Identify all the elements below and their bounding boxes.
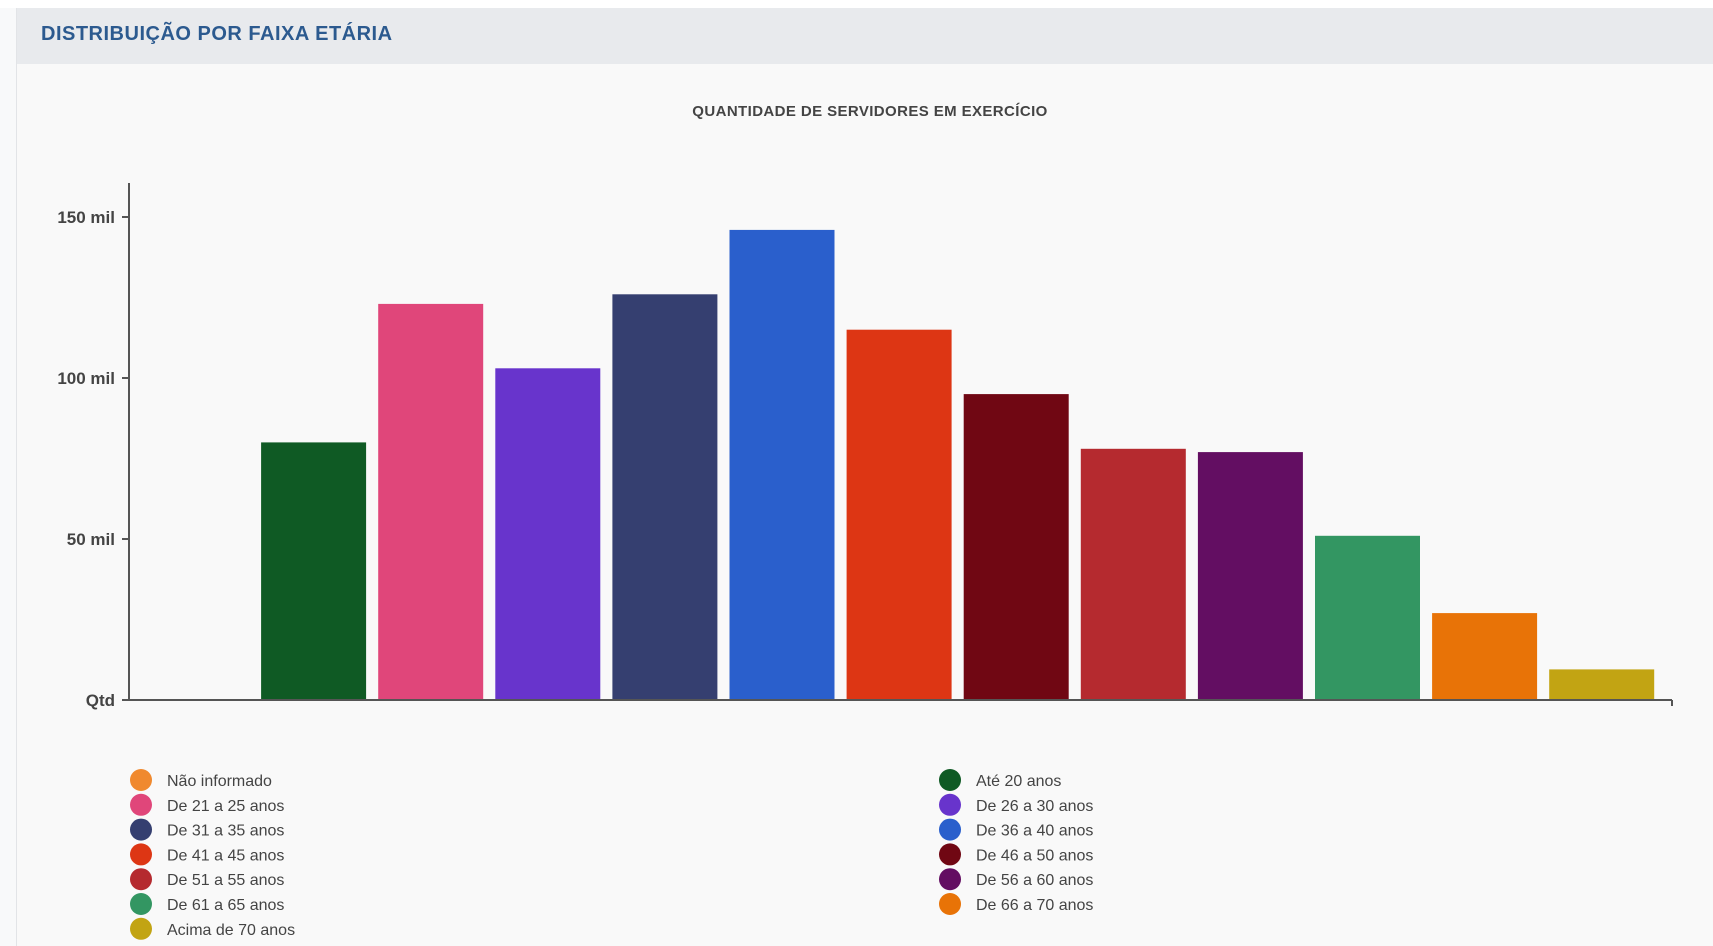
legend-swatch-10 xyxy=(939,868,961,891)
legend-item-10[interactable]: De 56 a 60 anos xyxy=(939,868,1093,891)
legend-label-5: De 31 a 35 anos xyxy=(167,823,284,840)
legend-swatch-9 xyxy=(130,868,152,891)
bar-5[interactable] xyxy=(612,294,718,700)
legend-swatch-2 xyxy=(939,769,961,791)
bar-2[interactable] xyxy=(261,442,367,700)
legend-swatch-13 xyxy=(130,917,152,940)
y-tick-label-0: Qtd xyxy=(86,691,115,710)
legend-label-11: De 61 a 65 anos xyxy=(167,897,284,914)
top-strip xyxy=(0,0,1713,8)
legend-label-8: De 46 a 50 anos xyxy=(976,847,1093,864)
bar-9[interactable] xyxy=(1080,448,1186,700)
legend-swatch-5 xyxy=(130,818,152,841)
bar-12[interactable] xyxy=(1432,613,1538,700)
legend-swatch-12 xyxy=(939,893,961,915)
legend-item-12[interactable]: De 66 a 70 anos xyxy=(939,893,1093,915)
bar-8[interactable] xyxy=(963,394,1069,700)
bar-4[interactable] xyxy=(495,368,601,700)
chart-title: QUANTIDADE DE SERVIDORES EM EXERCÍCIO xyxy=(692,103,1047,120)
axes-group: Qtd 50 mil 100 mil 150 mil xyxy=(57,183,1673,710)
legend-item-2[interactable]: Até 20 anos xyxy=(939,769,1061,791)
bar-13[interactable] xyxy=(1549,669,1655,700)
legend: Não informado Até 20 anos De 21 a 25 anos D… xyxy=(130,769,1093,940)
legend-swatch-11 xyxy=(130,893,152,915)
legend-item-7[interactable]: De 41 a 45 anos xyxy=(130,843,284,866)
legend-swatch-4 xyxy=(939,793,961,816)
legend-label-7: De 41 a 45 anos xyxy=(167,847,284,864)
legend-item-8[interactable]: De 46 a 50 anos xyxy=(939,843,1093,866)
legend-item-1[interactable]: Não informado xyxy=(130,769,272,791)
bars-group xyxy=(261,229,1655,700)
legend-item-4[interactable]: De 26 a 30 anos xyxy=(939,793,1093,816)
legend-item-3[interactable]: De 21 a 25 anos xyxy=(130,793,284,816)
bar-3[interactable] xyxy=(378,303,484,700)
legend-swatch-3 xyxy=(130,793,152,816)
legend-item-6[interactable]: De 36 a 40 anos xyxy=(939,818,1093,841)
panel-title: DISTRIBUIÇÃO POR FAIXA ETÁRIA xyxy=(41,23,393,45)
legend-label-4: De 26 a 30 anos xyxy=(976,798,1093,815)
y-tick-label-2: 100 mil xyxy=(57,369,115,388)
bar-6[interactable] xyxy=(729,229,835,700)
legend-label-6: De 36 a 40 anos xyxy=(976,823,1093,840)
panel-header: DISTRIBUIÇÃO POR FAIXA ETÁRIA xyxy=(17,8,1713,64)
y-tick-label-3: 150 mil xyxy=(57,208,115,227)
legend-label-9: De 51 a 55 anos xyxy=(167,872,284,889)
legend-label-3: De 21 a 25 anos xyxy=(167,798,284,815)
legend-item-5[interactable]: De 31 a 35 anos xyxy=(130,818,284,841)
legend-label-12: De 66 a 70 anos xyxy=(976,897,1093,914)
legend-swatch-6 xyxy=(939,818,961,841)
legend-label-13: Acima de 70 anos xyxy=(167,922,295,939)
y-tick-label-1: 50 mil xyxy=(67,530,115,549)
legend-swatch-7 xyxy=(130,843,152,866)
legend-swatch-8 xyxy=(939,843,961,866)
bar-7[interactable] xyxy=(846,329,952,700)
legend-swatch-1 xyxy=(130,769,152,791)
legend-label-2: Até 20 anos xyxy=(976,773,1061,790)
legend-item-9[interactable]: De 51 a 55 anos xyxy=(130,868,284,891)
bar-11[interactable] xyxy=(1315,535,1420,700)
bar-10[interactable] xyxy=(1197,452,1303,700)
legend-label-10: De 56 a 60 anos xyxy=(976,872,1093,889)
legend-label-1: Não informado xyxy=(167,773,272,790)
legend-item-13[interactable]: Acima de 70 anos xyxy=(130,917,295,940)
legend-item-11[interactable]: De 61 a 65 anos xyxy=(130,893,284,915)
